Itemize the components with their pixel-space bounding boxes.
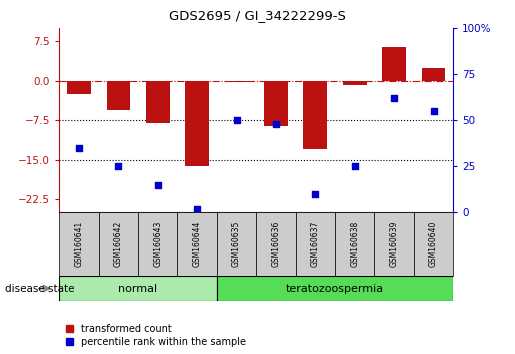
Point <box>153 182 162 188</box>
Point <box>311 191 319 197</box>
Text: GSM160639: GSM160639 <box>390 221 399 268</box>
Bar <box>256 212 296 276</box>
Bar <box>185 81 209 166</box>
Bar <box>59 276 217 301</box>
Bar <box>296 212 335 276</box>
Bar <box>382 47 406 81</box>
Point <box>272 121 280 127</box>
Bar <box>107 81 130 110</box>
Point <box>351 164 359 169</box>
Bar <box>343 81 367 85</box>
Text: GSM160642: GSM160642 <box>114 221 123 267</box>
Text: GSM160644: GSM160644 <box>193 221 201 268</box>
Text: GSM160643: GSM160643 <box>153 221 162 268</box>
Bar <box>177 212 217 276</box>
Text: GSM160636: GSM160636 <box>271 221 280 268</box>
Bar <box>138 212 177 276</box>
Bar <box>422 68 445 81</box>
Point <box>232 118 241 123</box>
Point <box>75 145 83 151</box>
Bar <box>264 81 288 126</box>
Text: GSM160637: GSM160637 <box>311 221 320 268</box>
Text: disease state: disease state <box>5 284 75 293</box>
Text: normal: normal <box>118 284 158 293</box>
Bar <box>217 212 256 276</box>
Bar <box>217 276 453 301</box>
Text: GSM160641: GSM160641 <box>75 221 83 267</box>
Bar <box>414 212 453 276</box>
Point <box>390 96 398 101</box>
Point <box>430 108 438 114</box>
Bar <box>303 81 327 149</box>
Bar <box>99 212 138 276</box>
Bar <box>67 81 91 94</box>
Text: GSM160640: GSM160640 <box>429 221 438 268</box>
Point <box>114 164 123 169</box>
Text: GSM160635: GSM160635 <box>232 221 241 268</box>
Bar <box>335 212 374 276</box>
Bar <box>146 81 169 123</box>
Bar <box>374 212 414 276</box>
Bar <box>59 212 99 276</box>
Point <box>193 206 201 212</box>
Text: teratozoospermia: teratozoospermia <box>286 284 384 293</box>
Legend: transformed count, percentile rank within the sample: transformed count, percentile rank withi… <box>64 322 248 349</box>
Text: GDS2695 / GI_34222299-S: GDS2695 / GI_34222299-S <box>169 9 346 22</box>
Bar <box>225 81 248 82</box>
Text: GSM160638: GSM160638 <box>350 221 359 267</box>
